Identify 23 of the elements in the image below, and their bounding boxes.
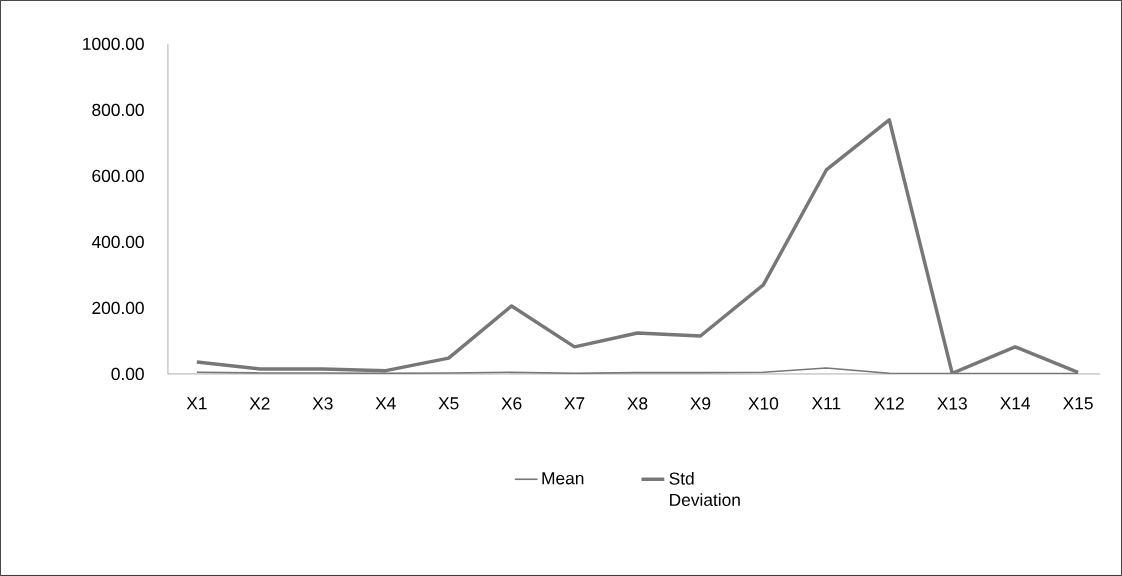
x-tick-label: X11 xyxy=(811,397,841,410)
x-tick-label: X6 xyxy=(501,397,522,410)
x-tick-label: X5 xyxy=(438,397,459,410)
x-tick-label: X8 xyxy=(627,397,648,410)
y-tick-label: 0.00 xyxy=(111,367,144,381)
y-tick-label: 400.00 xyxy=(91,235,144,249)
y-tick-label: 800.00 xyxy=(92,103,144,117)
x-tick-label: X10 xyxy=(748,397,779,410)
y-tick-label: 1000.00 xyxy=(83,37,144,51)
legend-label: Mean xyxy=(542,472,584,485)
x-tick-label: X15 xyxy=(1063,397,1093,410)
x-tick-label: X7 xyxy=(564,397,585,410)
x-tick-label: X13 xyxy=(937,397,967,410)
legend-label: Std Deviation xyxy=(669,472,740,507)
y-tick-label: 600.00 xyxy=(92,169,144,183)
x-tick-label: X9 xyxy=(690,397,711,410)
x-tick-label: X3 xyxy=(312,397,333,410)
y-tick-label: 200.00 xyxy=(92,301,144,315)
x-tick-label: X4 xyxy=(375,397,396,410)
x-tick-label: X14 xyxy=(1000,397,1031,410)
x-tick-label: X2 xyxy=(249,397,270,410)
x-tick-label: X12 xyxy=(874,397,904,410)
x-tick-label: X1 xyxy=(186,397,207,410)
